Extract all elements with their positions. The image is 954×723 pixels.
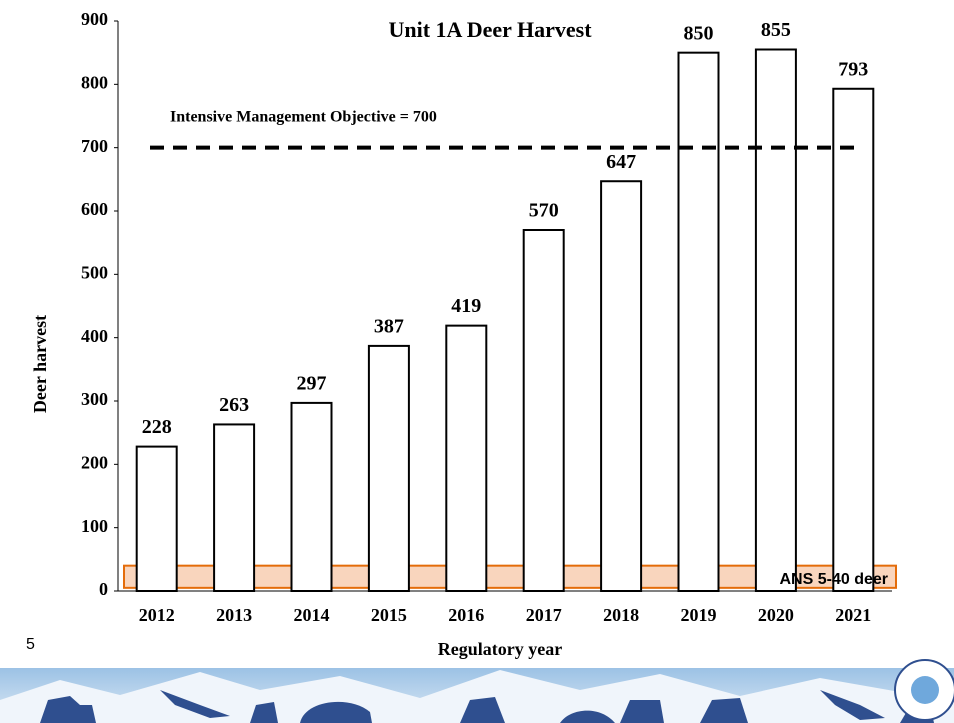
x-axis-label: Regulatory year — [438, 639, 562, 659]
bar — [832, 87, 875, 593]
y-tick-label: 200 — [81, 452, 108, 472]
bar — [445, 324, 488, 592]
bar — [213, 423, 256, 592]
value-label: 793 — [838, 58, 868, 80]
value-label: 228 — [142, 416, 172, 438]
bar — [135, 445, 178, 592]
bar — [677, 51, 720, 592]
y-tick-label: 800 — [81, 72, 108, 92]
bar — [367, 344, 410, 592]
x-tick-label: 2012 — [139, 605, 175, 625]
slide-number: 5 — [26, 636, 35, 653]
value-label: 570 — [529, 200, 559, 222]
value-label: 850 — [684, 22, 714, 44]
x-tick-label: 2015 — [371, 605, 407, 625]
x-tick-label: 2018 — [603, 605, 639, 625]
x-tick-label: 2014 — [294, 605, 330, 625]
y-tick-label: 700 — [81, 136, 108, 156]
bar — [600, 180, 643, 592]
x-tick-label: 2017 — [526, 605, 562, 625]
value-label: 855 — [761, 19, 791, 41]
x-tick-label: 2021 — [835, 605, 871, 625]
value-label: 647 — [606, 151, 636, 173]
chart-title: Unit 1A Deer Harvest — [388, 17, 592, 42]
ans-label: ANS 5-40 deer — [780, 571, 889, 588]
value-label: 263 — [219, 394, 249, 416]
y-tick-label: 600 — [81, 199, 108, 219]
value-label: 387 — [374, 315, 404, 337]
bar — [522, 229, 565, 592]
x-tick-label: 2019 — [681, 605, 717, 625]
bar — [754, 48, 797, 592]
y-tick-label: 500 — [81, 262, 108, 282]
x-tick-label: 2020 — [758, 605, 794, 625]
y-tick-label: 0 — [99, 579, 108, 599]
banner — [0, 659, 954, 723]
y-tick-label: 400 — [81, 326, 108, 346]
y-tick-label: 100 — [81, 516, 108, 536]
reference-label: Intensive Management Objective = 700 — [170, 108, 437, 125]
x-tick-label: 2013 — [216, 605, 252, 625]
y-tick-label: 300 — [81, 389, 108, 409]
value-label: 419 — [451, 295, 481, 317]
bar — [290, 401, 333, 592]
y-axis-label: Deer harvest — [30, 315, 50, 413]
value-label: 297 — [297, 372, 327, 394]
x-tick-label: 2016 — [448, 605, 484, 625]
y-tick-label: 900 — [81, 9, 108, 29]
